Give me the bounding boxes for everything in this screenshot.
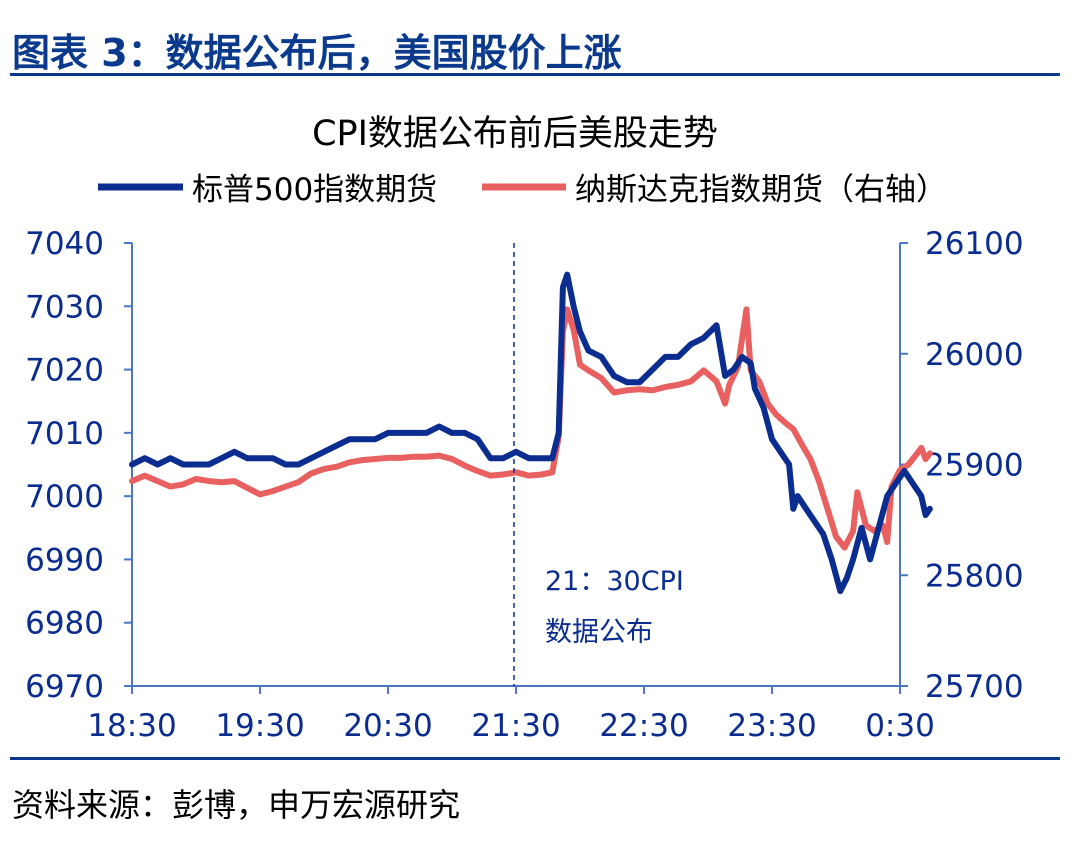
y-left-tick-label: 6980 bbox=[25, 606, 104, 642]
legend: 标普500指数期货 纳斯达克指数期货（右轴） bbox=[98, 172, 947, 208]
y-left-tick-label: 7030 bbox=[25, 289, 104, 325]
annotation-line-1: 21：30CPI bbox=[545, 566, 684, 597]
bottom-rule bbox=[10, 757, 1060, 760]
y-left-tick-label: 7000 bbox=[25, 479, 104, 515]
axes: 6970 6980 6990 7000 7010 7020 7030 7040 25700 258… bbox=[25, 226, 1024, 744]
source-note: 资料来源：彭博，申万宏源研究 bbox=[12, 786, 461, 824]
x-tick-label: 18:30 bbox=[87, 708, 176, 744]
legend-label-sp500: 标普500指数期货 bbox=[192, 172, 437, 208]
x-tick-label: 19:30 bbox=[215, 708, 304, 744]
series-layer bbox=[129, 271, 933, 595]
annotation: 21：30CPI 数据公布 bbox=[513, 243, 684, 686]
chart-title: CPI数据公布前后美股走势 bbox=[312, 114, 718, 154]
x-tick-label: 21:30 bbox=[471, 708, 560, 744]
y-right-tick-label: 26100 bbox=[925, 226, 1024, 262]
x-tick-label: 0:30 bbox=[865, 708, 935, 744]
annotation-line-2: 数据公布 bbox=[545, 617, 653, 648]
y-right-tick-label: 25700 bbox=[925, 669, 1024, 705]
y-right-tick-label: 26000 bbox=[925, 337, 1024, 373]
x-tick-label: 22:30 bbox=[599, 708, 688, 744]
y-left-tick-label: 6990 bbox=[25, 542, 104, 578]
y-left-tick-label: 7010 bbox=[25, 416, 104, 452]
y-right-tick-label: 25800 bbox=[925, 558, 1024, 594]
x-tick-label: 23:30 bbox=[727, 708, 816, 744]
y-left-tick-label: 6970 bbox=[25, 669, 104, 705]
series-line-nasdaq bbox=[129, 306, 933, 551]
x-tick-label: 20:30 bbox=[343, 708, 432, 744]
series-line-sp500 bbox=[129, 271, 933, 595]
y-left-tick-label: 7020 bbox=[25, 353, 104, 389]
legend-label-nasdaq: 纳斯达克指数期货（右轴） bbox=[575, 172, 947, 208]
figure-title: 图表 3：数据公布后，美国股价上涨 bbox=[12, 31, 622, 75]
y-right-tick-label: 25900 bbox=[925, 448, 1024, 484]
y-left-tick-label: 7040 bbox=[25, 226, 104, 262]
top-rule bbox=[10, 73, 1060, 76]
